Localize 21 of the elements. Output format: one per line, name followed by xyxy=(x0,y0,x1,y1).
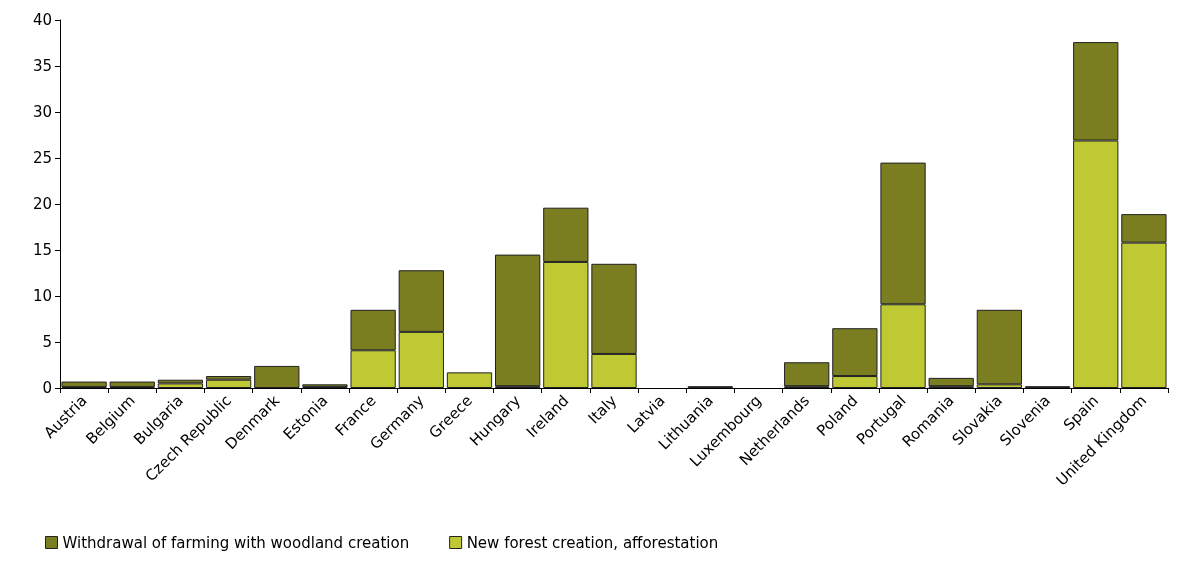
y-tick-label: 30 xyxy=(32,103,52,121)
legend-label: New forest creation, afforestation xyxy=(466,533,719,552)
y-tick-label: 5 xyxy=(42,333,52,351)
bar xyxy=(928,377,974,387)
bar xyxy=(157,379,204,384)
y-tick-label: 20 xyxy=(32,195,52,213)
bar xyxy=(205,379,252,388)
bar xyxy=(784,362,830,387)
legend-label: Withdrawal of farming with woodland creation xyxy=(62,533,410,552)
bar xyxy=(495,254,541,387)
bar xyxy=(254,365,300,388)
bar xyxy=(61,381,107,388)
y-tick-label: 35 xyxy=(32,57,52,75)
bar xyxy=(446,372,493,388)
bar xyxy=(109,381,155,388)
y-tick-label: 15 xyxy=(32,241,52,259)
y-tick-label: 40 xyxy=(32,11,52,29)
bar xyxy=(976,309,1023,385)
y-tick-label: 25 xyxy=(32,149,52,167)
y-tick-label: 10 xyxy=(32,287,52,305)
y-tick-label: 0 xyxy=(42,379,52,397)
